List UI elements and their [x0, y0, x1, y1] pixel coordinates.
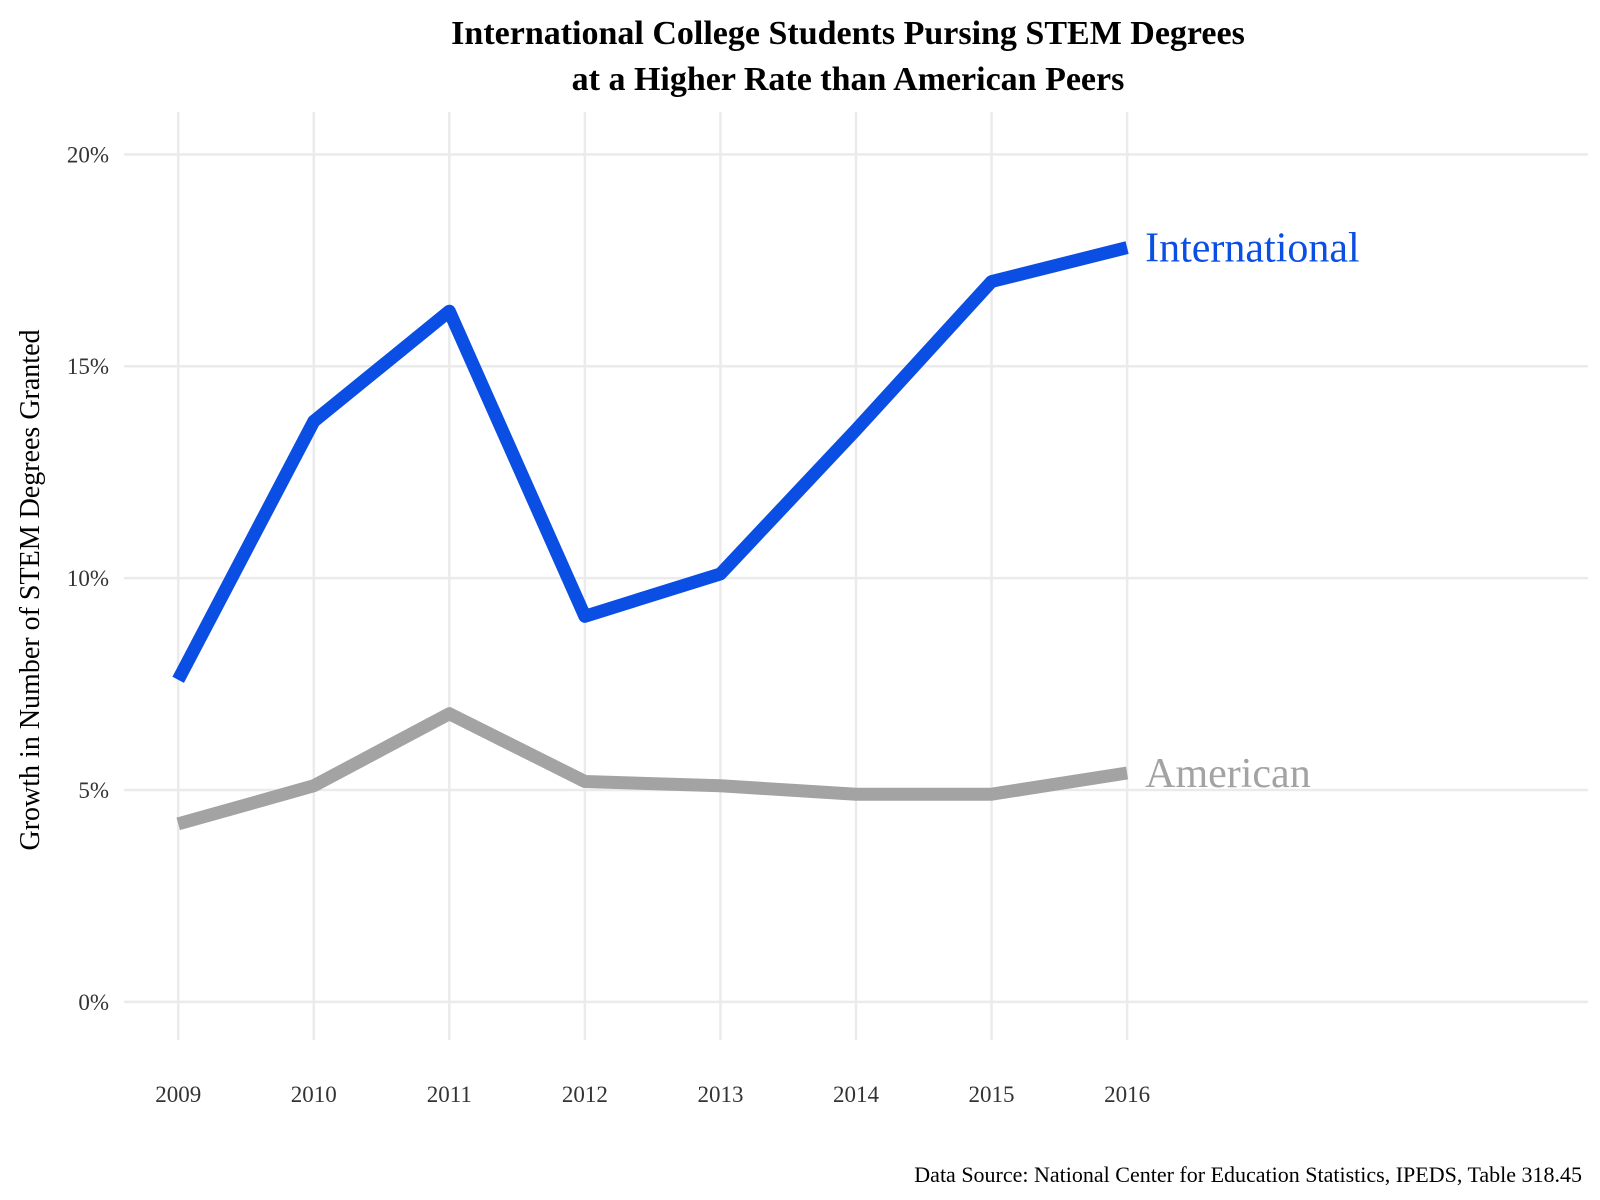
chart-title: International College Students Pursing S…: [451, 15, 1245, 52]
y-tick-label: 5%: [78, 778, 109, 803]
chart-subtitle: at a Higher Rate than American Peers: [572, 61, 1125, 98]
data-source-caption: Data Source: National Center for Educati…: [914, 1162, 1582, 1187]
x-tick-label: 2009: [155, 1082, 201, 1107]
y-axis-tick-labels: 0% 5% 10% 15% 20%: [67, 142, 109, 1014]
series-line-american: [176, 707, 1129, 831]
x-tick-label: 2011: [427, 1082, 472, 1107]
x-axis-tick-labels: 2009 2010 2011 2012 2013 2014 2015 2016: [155, 1082, 1150, 1107]
x-tick-label: 2016: [1104, 1082, 1150, 1107]
y-tick-label: 20%: [67, 142, 109, 167]
x-gridlines: [176, 112, 1129, 1040]
series-end-labels: International American: [1145, 226, 1360, 797]
y-tick-label: 10%: [67, 566, 109, 591]
series-label-american: American: [1145, 751, 1311, 797]
series-label-international: International: [1145, 226, 1360, 272]
x-tick-label: 2012: [562, 1082, 608, 1107]
x-tick-label: 2014: [833, 1082, 880, 1107]
y-axis-title: Growth in Number of STEM Degrees Granted: [15, 330, 46, 851]
x-tick-label: 2010: [291, 1082, 337, 1107]
x-tick-label: 2013: [697, 1082, 743, 1107]
x-tick-label: 2015: [969, 1082, 1015, 1107]
y-tick-label: 15%: [67, 354, 109, 379]
series-lines: [172, 241, 1129, 831]
series-line-international: [172, 241, 1129, 683]
y-tick-label: 0%: [78, 990, 109, 1015]
